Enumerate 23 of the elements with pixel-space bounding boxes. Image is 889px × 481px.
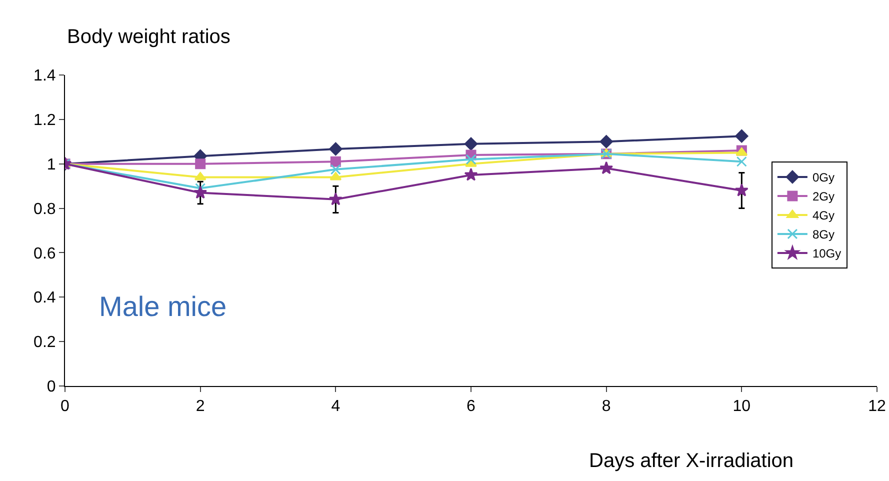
x-tick-label: 0 — [60, 398, 70, 416]
y-tick-label: 1.4 — [34, 68, 56, 85]
y-tick-label: 0.4 — [34, 290, 56, 307]
y-tick-label: 0.8 — [34, 200, 56, 218]
y-axis-title: Body weight ratios — [67, 26, 230, 48]
x-tick-label: 2 — [196, 398, 205, 416]
annotation: Male mice — [99, 291, 227, 322]
x-tick-label: 6 — [466, 398, 476, 416]
y-tick-label: 0.2 — [34, 334, 56, 352]
legend-label: 4Gy — [812, 208, 834, 223]
legend-label: 10Gy — [812, 246, 842, 261]
x-tick-label: 8 — [602, 398, 611, 416]
x-tick-label: 12 — [868, 398, 886, 416]
legend-label: 0Gy — [812, 170, 834, 185]
y-tick-label: 1.2 — [34, 112, 56, 130]
x-tick-label: 4 — [331, 398, 340, 416]
y-tick-label: 0.6 — [34, 245, 56, 262]
x-axis-title: Days after X-irradiation — [589, 450, 794, 472]
legend-label: 8Gy — [812, 228, 834, 242]
legend-label: 2Gy — [812, 190, 834, 204]
x-tick-label: 10 — [732, 398, 751, 416]
y-tick-label: 0 — [46, 378, 56, 396]
y-tick-label: 1 — [46, 156, 56, 174]
